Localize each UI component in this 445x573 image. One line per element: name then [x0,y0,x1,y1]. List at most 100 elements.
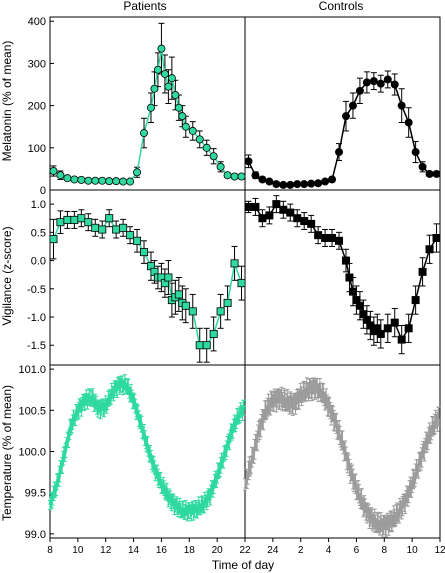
x-tick-label: 22 [239,545,251,556]
panel-controls-2 [243,377,442,538]
data-point [209,152,218,161]
data-point [150,84,159,93]
data-point [341,256,350,265]
data-point [335,236,344,245]
data-point [348,101,357,110]
data-point [397,335,406,344]
panel-controls-0 [244,70,441,189]
data-point [181,301,190,310]
data-point [216,162,225,171]
data-point [188,307,197,316]
x-tick-label: 4 [326,545,332,556]
data-point [237,279,246,288]
data-point [140,248,149,257]
data-point [223,171,232,180]
x-tick-label: 10 [407,545,419,556]
y-tick-label: -0.5 [27,284,46,296]
data-point [216,307,225,316]
data-point [56,171,65,180]
data-point [230,172,239,181]
data-point [411,148,420,157]
data-point [167,74,176,83]
data-point [432,233,441,242]
data-point [265,211,274,220]
y-tick-label: 101.0 [18,364,46,376]
data-point [140,129,149,138]
data-point [411,296,420,305]
panel-patients-2: 99.0 99.5 100.0 100.5 101.0 [18,364,247,541]
data-point [119,223,128,232]
x-tick-label: 16 [156,545,168,556]
y-axis-label-melatonin: Melatonin (% of mean) [0,41,14,162]
data-point [355,86,364,95]
data-point [258,175,267,184]
data-point [98,225,107,234]
y-tick-label: 200 [28,101,46,113]
data-point [425,169,434,178]
data-point [300,180,309,189]
data-point [84,218,93,227]
svg-text:Temperature (% of mean): Temperature (% of mean) [0,385,14,521]
x-tick-label: 8 [382,545,388,556]
x-axis-label: Time of day [212,558,274,572]
data-point [70,215,79,224]
data-point [164,273,173,282]
data-point [258,214,267,223]
data-point [404,324,413,333]
data-point [418,267,427,276]
y-tick-label: 400 [28,16,46,28]
data-point [390,318,399,327]
data-point [133,168,142,177]
data-point [397,101,406,110]
data-point [119,177,128,186]
data-point [49,167,58,176]
data-point [223,298,232,307]
data-point [84,176,93,185]
data-point [126,177,135,186]
svg-text:Vigilance (z-score): Vigilance (z-score) [0,226,14,325]
data-point [105,177,114,186]
x-tick-label: 2 [298,545,304,556]
data-point [112,225,121,234]
data-point [341,112,350,121]
data-point [160,69,169,78]
data-point [390,80,399,89]
data-point [49,235,58,244]
x-tick-label: 6 [354,545,360,556]
y-tick-label: 1.0 [31,199,46,211]
x-tick-label: 10 [72,545,84,556]
data-point [362,78,371,87]
data-point [279,180,288,189]
data-point [251,202,260,211]
x-tick-label: 12 [434,545,445,556]
data-point [70,175,79,184]
x-tick-label: 24 [267,545,279,556]
data-point [404,118,413,127]
data-point [307,219,316,228]
data-point [314,179,323,188]
y-tick-label: 300 [28,58,46,70]
data-point [335,148,344,157]
data-point [105,214,114,223]
data-point [112,177,121,186]
data-point [146,103,155,112]
data-point [188,126,197,135]
y-axis-label-temperature: Temperature (% of mean) [0,385,14,521]
column-title-patients: Patients [123,0,166,13]
data-point [209,329,218,338]
y-tick-label: 100 [28,143,46,155]
data-point [230,259,239,268]
data-point [174,290,183,299]
data-point [293,214,302,223]
data-point [91,176,100,185]
data-point [314,231,323,240]
data-point [328,175,337,184]
data-point [272,180,281,189]
y-tick-label: 0.5 [31,227,46,239]
data-point [307,179,316,188]
data-point [181,122,190,131]
data-point [321,177,330,186]
data-point [56,218,65,227]
data-point [98,176,107,185]
data-point [300,217,309,226]
